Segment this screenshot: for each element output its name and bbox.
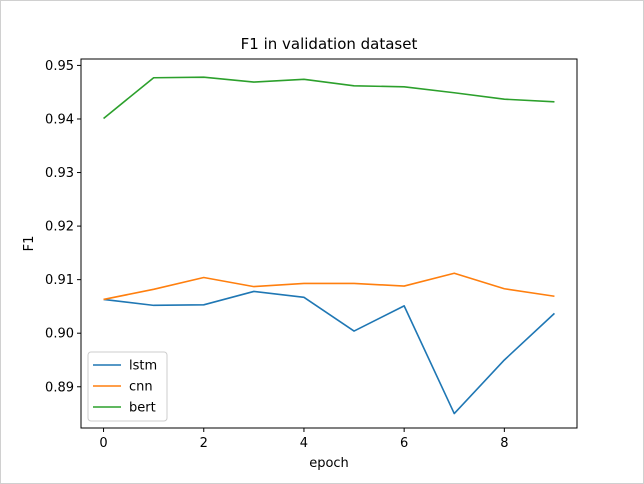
x-axis: 0 2 4 6 8 — [99, 428, 508, 451]
series-lines — [103, 76, 555, 415]
x-tick-label: 6 — [400, 436, 408, 451]
y-tick-label: 0.94 — [45, 112, 74, 127]
legend-label-cnn: cnn — [129, 380, 153, 395]
x-tick-label: 2 — [200, 436, 208, 451]
x-axis-label: epoch — [309, 456, 349, 471]
y-axis-label: F1 — [22, 236, 37, 252]
series-line-bert — [103, 76, 555, 120]
legend-box — [87, 351, 168, 422]
y-tick-label: 0.93 — [45, 166, 74, 181]
legend-label-bert: bert — [129, 401, 156, 416]
series-line-cnn — [103, 272, 555, 301]
x-tick-label: 4 — [300, 436, 308, 451]
chart-title: F1 in validation dataset — [241, 35, 418, 53]
y-tick-label: 0.89 — [45, 380, 74, 395]
x-tick-label: 8 — [500, 436, 508, 451]
series-line-lstm — [103, 290, 555, 415]
y-tick-label: 0.91 — [45, 273, 74, 288]
y-tick-label: 0.90 — [45, 327, 74, 342]
legend-label-lstm: lstm — [129, 359, 157, 374]
plot-area — [80, 58, 578, 429]
y-tick-label: 0.95 — [45, 59, 74, 74]
x-tick-label: 0 — [99, 436, 107, 451]
y-tick-label: 0.92 — [45, 220, 74, 235]
y-axis: 0.89 0.90 0.91 0.92 0.93 0.94 0.95 — [45, 59, 81, 395]
legend: lstm cnn bert — [87, 351, 168, 422]
